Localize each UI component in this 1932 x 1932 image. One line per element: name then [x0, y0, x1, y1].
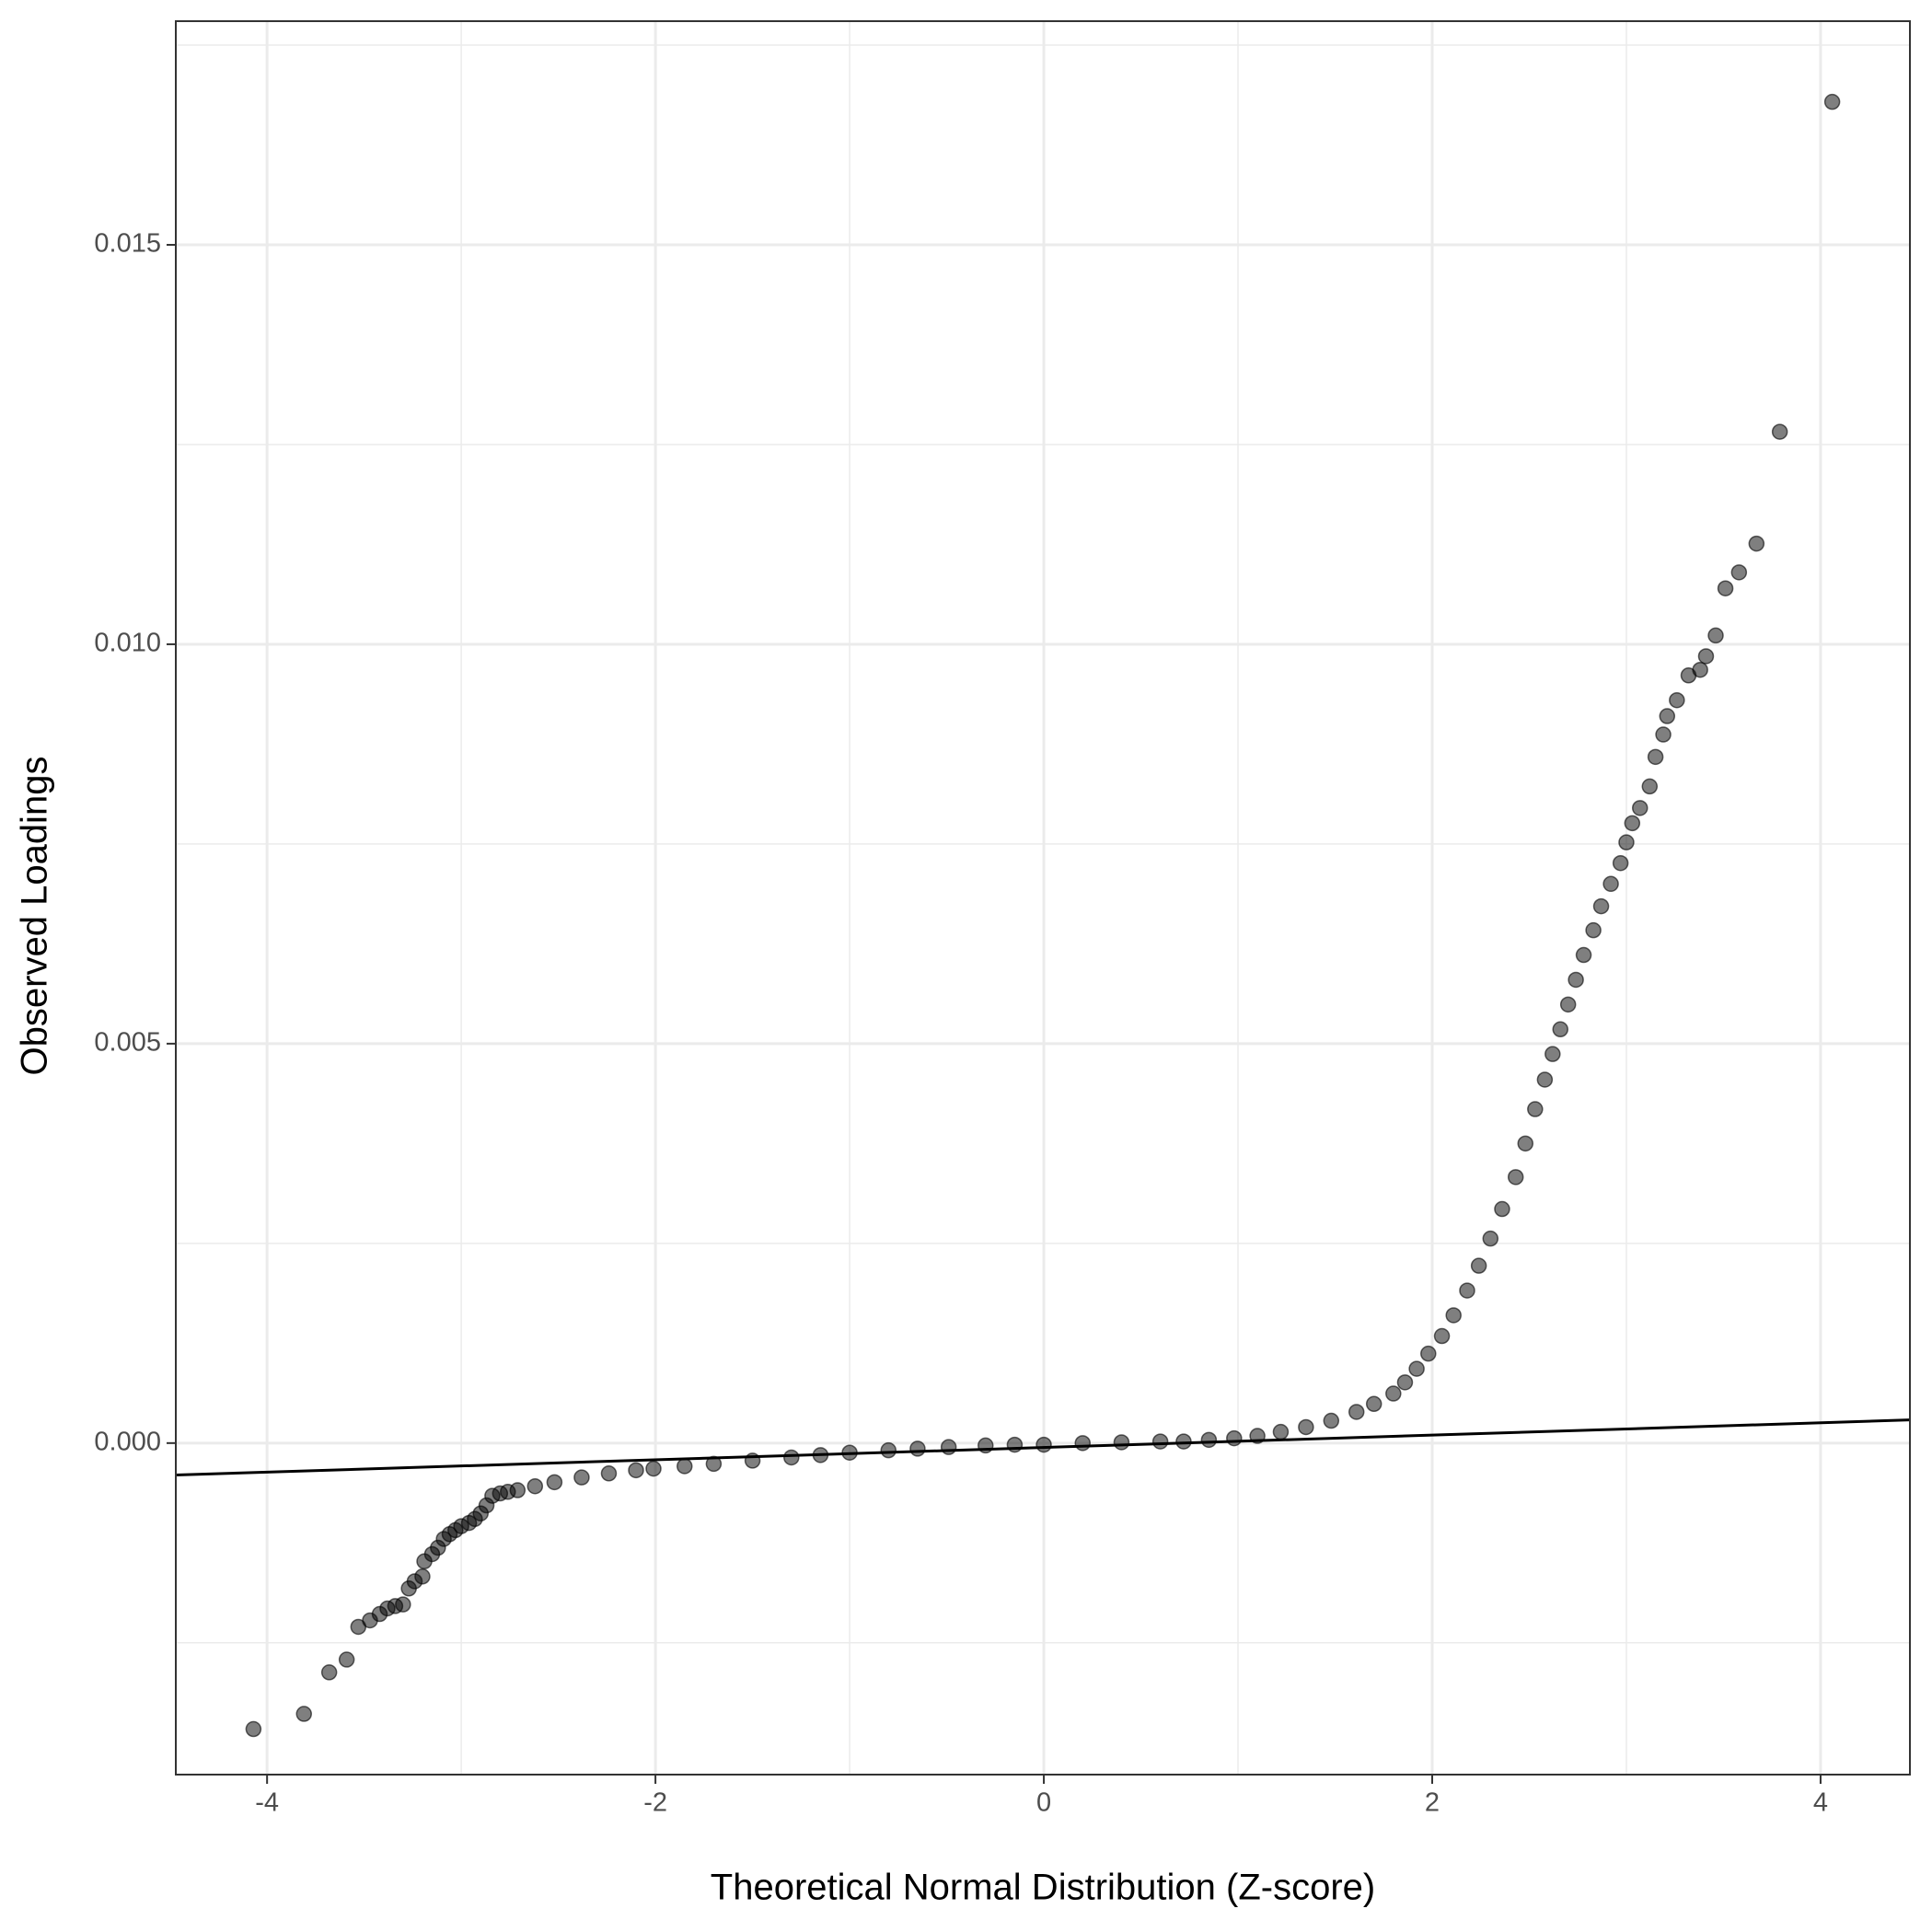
point — [338, 1651, 355, 1668]
point — [245, 1720, 262, 1738]
x-tick-label: 4 — [1813, 1788, 1828, 1818]
point — [1482, 1230, 1499, 1247]
point — [1624, 815, 1641, 832]
point — [1612, 854, 1629, 872]
point — [909, 1440, 926, 1457]
point — [1420, 1345, 1437, 1362]
point — [1602, 875, 1619, 893]
point — [1647, 748, 1664, 766]
point — [1365, 1395, 1382, 1413]
point — [509, 1482, 526, 1498]
reference-line — [175, 1418, 1911, 1477]
point — [1559, 996, 1577, 1013]
point — [295, 1706, 312, 1722]
point — [1544, 1046, 1561, 1062]
point — [1527, 1101, 1544, 1117]
point — [1568, 971, 1584, 989]
point — [1641, 778, 1659, 795]
point — [1494, 1200, 1510, 1218]
point — [645, 1460, 662, 1477]
point — [414, 1568, 431, 1585]
point — [320, 1664, 338, 1681]
point — [1655, 726, 1672, 743]
point — [1707, 627, 1724, 644]
y-tick-label: 0.005 — [94, 1028, 161, 1058]
point — [1323, 1412, 1340, 1429]
point — [1552, 1021, 1568, 1038]
point — [1272, 1423, 1290, 1440]
point — [573, 1469, 590, 1486]
point — [705, 1455, 723, 1473]
y-tick-label: 0.015 — [94, 229, 161, 259]
point — [395, 1596, 411, 1613]
point — [526, 1477, 544, 1495]
point — [1470, 1257, 1487, 1274]
y-tick-label: 0.010 — [94, 629, 161, 658]
point — [1631, 800, 1649, 816]
point — [1151, 1433, 1169, 1450]
point — [1692, 661, 1708, 678]
point — [600, 1465, 618, 1482]
point — [1592, 897, 1610, 915]
point — [1618, 834, 1635, 850]
point — [1507, 1169, 1524, 1186]
point — [1459, 1282, 1475, 1299]
x-tick-label: 0 — [1036, 1788, 1051, 1818]
point — [677, 1458, 693, 1475]
point — [783, 1449, 800, 1466]
point — [1396, 1374, 1414, 1391]
point — [1074, 1435, 1091, 1452]
point — [1575, 946, 1592, 964]
point — [1385, 1385, 1402, 1402]
point — [1445, 1307, 1462, 1324]
x-tick-label: 2 — [1425, 1788, 1440, 1818]
point — [1536, 1071, 1554, 1088]
point — [1659, 708, 1676, 724]
point — [1517, 1135, 1534, 1152]
point — [1433, 1327, 1451, 1345]
point — [1748, 535, 1765, 552]
point — [1771, 423, 1788, 440]
point — [1697, 648, 1715, 665]
x-tick-label: -4 — [255, 1788, 279, 1818]
point — [1730, 564, 1748, 581]
y-tick-label: 0.000 — [94, 1427, 161, 1456]
point — [1669, 691, 1685, 709]
point — [1298, 1418, 1314, 1436]
point — [546, 1474, 563, 1491]
panel-border — [175, 20, 1911, 1776]
point — [1226, 1429, 1243, 1447]
point — [1717, 580, 1734, 596]
point — [1408, 1360, 1425, 1377]
point — [628, 1462, 644, 1479]
point — [1585, 921, 1602, 939]
point — [1200, 1431, 1218, 1449]
x-tick-label: -2 — [643, 1788, 667, 1818]
y-axis-title: Observed Loadings — [15, 757, 55, 1076]
point — [1348, 1404, 1365, 1420]
point — [880, 1441, 897, 1459]
point — [1035, 1436, 1052, 1453]
point — [1113, 1434, 1130, 1451]
x-axis-title: Theoretical Normal Distribution (Z-score… — [711, 1868, 1375, 1908]
point — [1823, 93, 1841, 110]
point — [940, 1439, 957, 1455]
